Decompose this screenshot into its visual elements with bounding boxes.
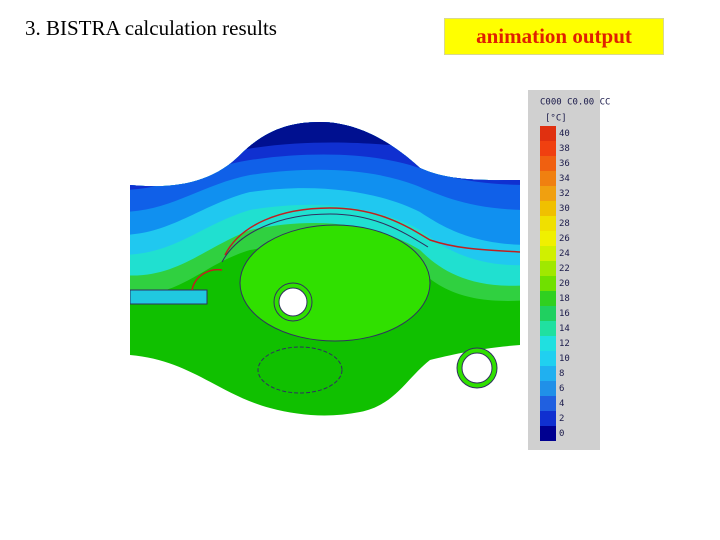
legend-header: C000 C0.00 CC [540,98,610,108]
legend-label: 20 [559,279,570,289]
animation-button[interactable]: animation output [444,18,664,55]
legend-label: 8 [559,369,564,379]
legend-swatch [540,141,556,156]
legend-swatch [540,396,556,411]
legend-swatch [540,351,556,366]
legend-label: 26 [559,234,570,244]
legend-label: 18 [559,294,570,304]
legend-label: 16 [559,309,570,319]
legend-swatch [540,306,556,321]
legend-label: 32 [559,189,570,199]
legend: C000 C0.00 CC [°C] 403836343230282624222… [540,98,610,441]
legend-swatch [540,291,556,306]
legend-label: 14 [559,324,570,334]
legend-swatch [540,201,556,216]
legend-label: 24 [559,249,570,259]
legend-label: 40 [559,129,570,139]
legend-swatch [540,156,556,171]
legend-swatch [540,171,556,186]
legend-label: 34 [559,174,570,184]
legend-label: 38 [559,144,570,154]
slide-title: 3. BISTRA calculation results [25,16,277,40]
legend-label: 2 [559,414,564,424]
legend-swatch [540,336,556,351]
legend-swatch [540,276,556,291]
legend-unit: [°C] [545,114,567,124]
legend-label: 6 [559,384,564,394]
legend-swatch [540,321,556,336]
legend-swatch [540,246,556,261]
legend-label: 36 [559,159,570,169]
legend-swatch [540,366,556,381]
legend-swatch [540,426,556,441]
legend-swatch [540,126,556,141]
legend-label: 28 [559,219,570,229]
legend-swatch [540,231,556,246]
legend-label: 10 [559,354,570,364]
legend-swatch [540,216,556,231]
legend-swatch [540,186,556,201]
legend-label: 4 [559,399,564,409]
legend-swatch [540,381,556,396]
legend-swatch [540,411,556,426]
legend-label: 12 [559,339,570,349]
legend-swatch [540,261,556,276]
legend-label: 22 [559,264,570,274]
legend-label: 30 [559,204,570,214]
legend-label: 0 [559,429,564,439]
